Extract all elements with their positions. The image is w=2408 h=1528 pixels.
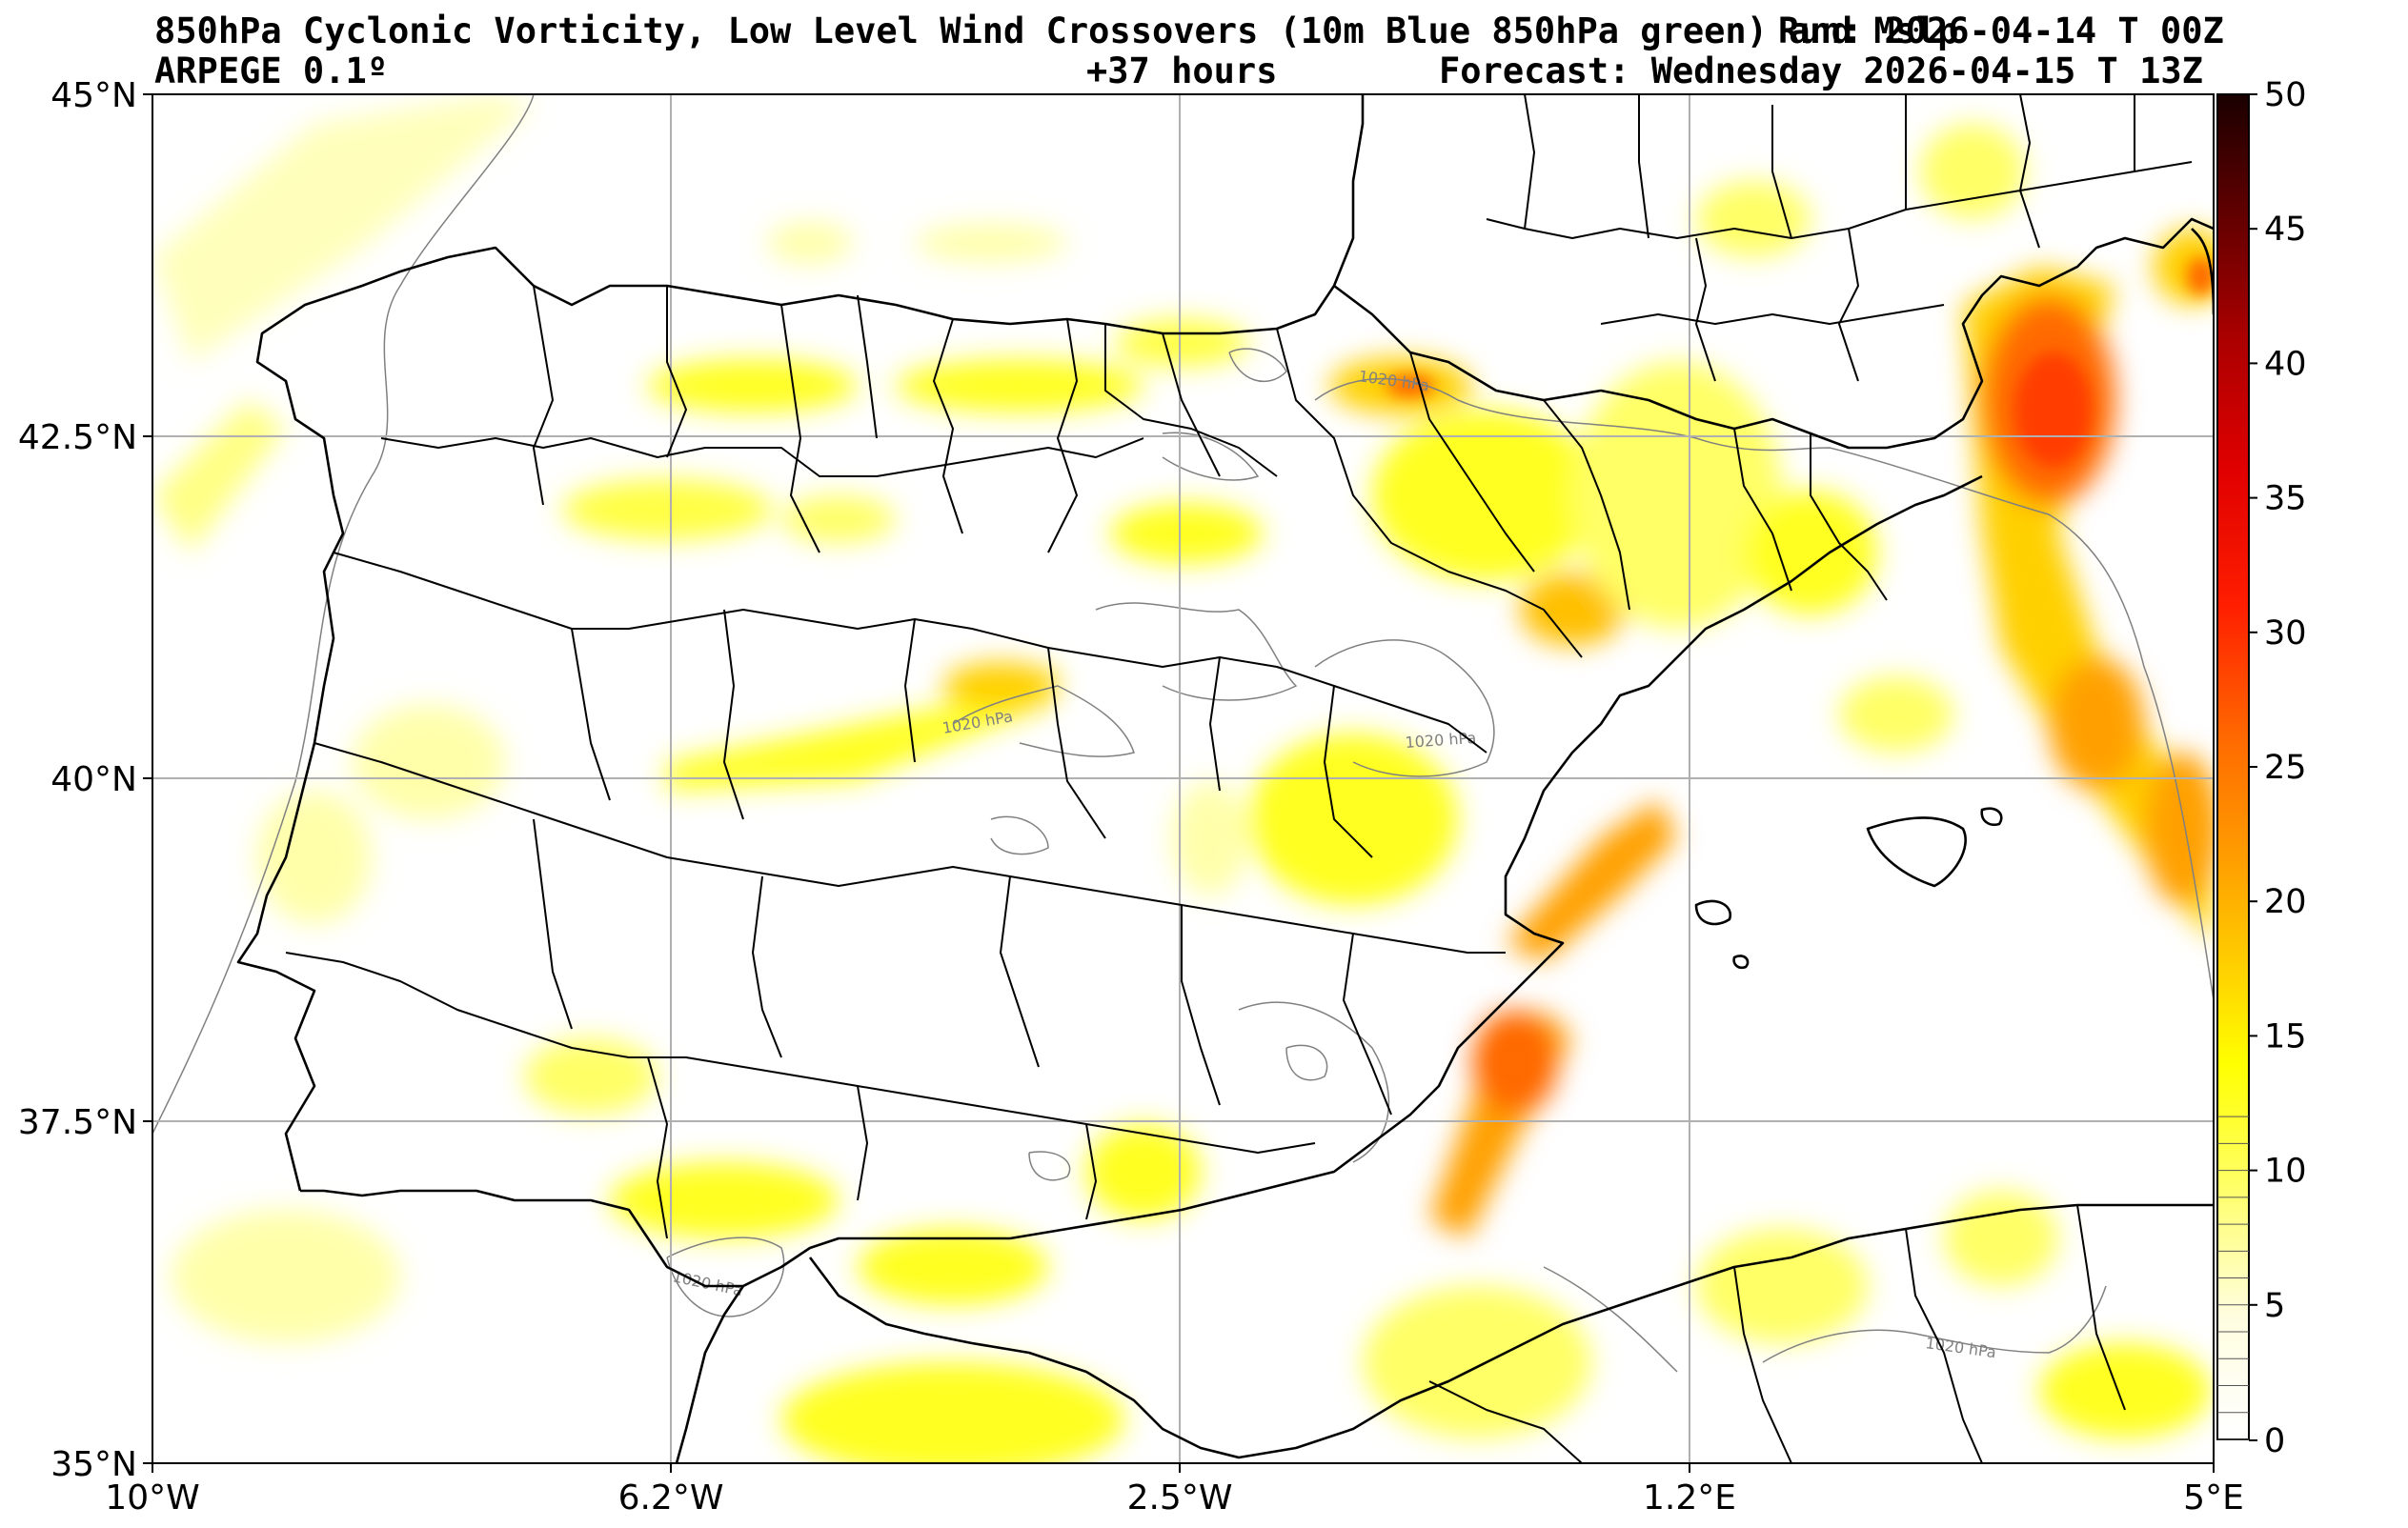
lat-tick-label: 45°N [51,76,137,115]
forecast-time: Forecast: Wednesday 2026-04-15 T 13Z [1439,50,2203,91]
colorbar-label: 20 [2264,883,2307,921]
lat-tick-label: 40°N [51,760,137,799]
region-borders [285,94,2193,1463]
colorbar-label: 50 [2264,76,2307,114]
model-name: ARPEGE 0.1º [154,50,389,91]
lat-tick-label: 37.5°N [18,1103,137,1142]
lon-tick-label: 10°W [105,1478,199,1518]
colorbar-label: 25 [2264,749,2307,787]
tick-marks [143,93,2215,1473]
colorbar-label: 15 [2264,1017,2307,1056]
colorbar-label: 45 [2264,211,2307,249]
colorbar-label: 0 [2264,1422,2285,1460]
colorbar-label: 35 [2264,480,2307,518]
run-time: Run: 2026-04-14 T 00Z [1778,10,2224,51]
colorbar-label: 40 [2264,345,2307,383]
lat-axis: 45°N 42.5°N 40°N 37.5°N 35°N [18,76,137,1484]
isobars [152,94,2214,1373]
lon-tick-label: 6.2°W [618,1478,724,1518]
lon-tick-label: 2.5°W [1127,1478,1233,1518]
lat-tick-label: 42.5°N [18,418,137,457]
colorbar-ramp [2216,93,2250,1440]
lat-tick-label: 35°N [51,1445,137,1484]
lon-axis: 10°W 6.2°W 2.5°W 1.2°E 5°E [105,1478,2244,1518]
grid-lines [152,94,2214,1463]
lead-time: +37 hours [1086,50,1278,91]
colorbar-label: 5 [2264,1287,2285,1325]
map-title: 850hPa Cyclonic Vorticity, Low Level Win… [154,10,1959,51]
colorbar-label: 10 [2264,1153,2307,1191]
lon-tick-label: 5°E [2183,1478,2244,1518]
colorbar-label: 30 [2264,614,2307,653]
lon-tick-label: 1.2°E [1643,1478,1736,1518]
